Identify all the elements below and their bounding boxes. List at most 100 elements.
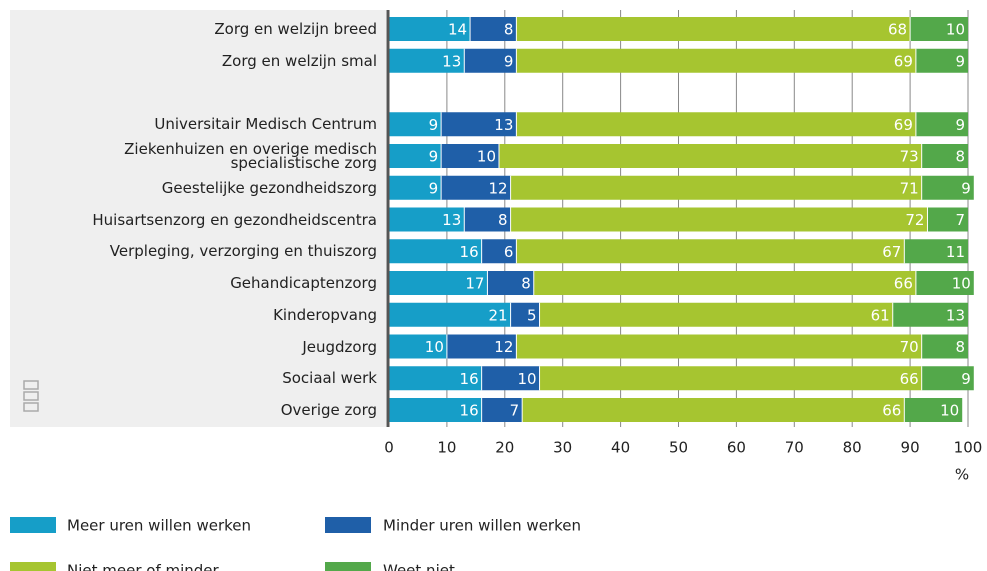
bar-segment (516, 17, 911, 41)
value-label: 69 (894, 52, 913, 70)
value-label: 6 (504, 243, 514, 261)
bar-segment (389, 175, 442, 200)
value-label: 11 (946, 243, 965, 261)
legend-swatch (325, 517, 371, 533)
bar-segment (533, 271, 916, 295)
x-tick-label: 70 (785, 439, 804, 457)
value-label: 12 (488, 179, 507, 197)
value-label: 14 (448, 21, 467, 39)
value-label: 9 (504, 52, 514, 70)
value-label: 72 (905, 211, 924, 229)
bar-segment (389, 366, 482, 391)
value-label: 13 (442, 52, 461, 70)
category-label: Zorg en welzijn smal (221, 51, 377, 70)
legend-swatch (10, 562, 56, 571)
value-label: 66 (894, 275, 913, 293)
legend-swatch (10, 517, 56, 533)
bar-segment (464, 48, 517, 73)
value-label: 9 (429, 148, 439, 166)
value-label: 70 (900, 338, 919, 356)
value-label: 13 (442, 211, 461, 229)
category-label: Geestelijke gezondheidszorg (161, 178, 377, 197)
bar-segment (389, 144, 442, 168)
bar-segment (464, 207, 511, 232)
value-label: 17 (465, 275, 484, 293)
x-tick-label: 40 (611, 439, 630, 457)
value-label: 9 (961, 179, 971, 197)
x-tick-label: 30 (553, 439, 572, 457)
value-label: 13 (494, 116, 513, 134)
bar-segment (389, 302, 511, 327)
bar-segment (481, 366, 540, 391)
value-label: 8 (955, 148, 965, 166)
category-label: Zorg en welzijn breed (214, 20, 377, 38)
legend-swatch (325, 562, 371, 571)
bar-segment (539, 302, 893, 327)
logo (23, 380, 39, 412)
value-label: 16 (460, 243, 479, 261)
bar-segment (904, 398, 963, 422)
bar-segment (499, 144, 922, 168)
bar-segment (389, 207, 465, 232)
bar-segment (892, 302, 968, 327)
value-label: 10 (940, 402, 959, 420)
bar-segment (915, 112, 968, 137)
bar-segment (516, 48, 916, 73)
value-label: 8 (504, 21, 514, 39)
bar-segment (389, 334, 447, 359)
value-label: 10 (477, 148, 496, 166)
value-label: 9 (955, 116, 965, 134)
x-tick-label: 20 (495, 439, 514, 457)
value-label: 7 (955, 211, 965, 229)
bar-segment (516, 112, 916, 137)
value-label: 8 (498, 211, 508, 229)
bar-segment (510, 302, 540, 327)
value-label: 9 (429, 179, 439, 197)
value-label: 10 (946, 21, 965, 39)
value-label: 16 (460, 370, 479, 388)
x-tick-label: 60 (727, 439, 746, 457)
value-label: 8 (521, 275, 531, 293)
bar-segment (904, 239, 968, 264)
value-label: 66 (900, 370, 919, 388)
bar-segment (915, 48, 968, 73)
value-label: 9 (961, 370, 971, 388)
bar-segment (510, 207, 928, 232)
bar-segment (389, 112, 442, 137)
legend-label: Weet niet (383, 562, 455, 571)
value-label: 68 (888, 21, 907, 39)
x-tick-label: 10 (437, 439, 456, 457)
category-label: Sociaal werk (282, 369, 377, 388)
x-tick-label: 50 (669, 439, 688, 457)
x-tick-label: 100 (954, 439, 983, 457)
x-tick-label: 0 (384, 439, 394, 457)
category-label: Universitair Medisch Centrum (154, 115, 377, 134)
category-label: Ziekenhuizen en overige medisch speciali… (124, 140, 377, 172)
bar-segment (921, 366, 974, 391)
value-label: 5 (527, 306, 537, 324)
bar-segment (487, 271, 534, 295)
value-label: 16 (460, 402, 479, 420)
category-label: Gehandicaptenzorg (230, 274, 377, 292)
legend-label: Niet meer of minder (67, 562, 220, 571)
value-label: 12 (494, 338, 513, 356)
bar-segment (441, 112, 517, 137)
value-label: 61 (871, 306, 890, 324)
bar-segment (481, 398, 523, 422)
bar-segment (389, 271, 488, 295)
bar-segment (915, 271, 974, 295)
bar-segment (921, 144, 968, 168)
bar-segment (927, 207, 968, 232)
value-label: 73 (900, 148, 919, 166)
value-label: 10 (517, 370, 536, 388)
value-label: 9 (955, 52, 965, 70)
bar-segment (516, 239, 905, 264)
bar-segment (441, 144, 500, 168)
bar-segment (389, 17, 471, 41)
category-label: Kinderopvang (273, 305, 377, 324)
bar-segment (921, 334, 968, 359)
value-label: 8 (955, 338, 965, 356)
bar-segment (389, 239, 482, 264)
label-panel (10, 10, 386, 427)
bar-segment (389, 398, 482, 422)
